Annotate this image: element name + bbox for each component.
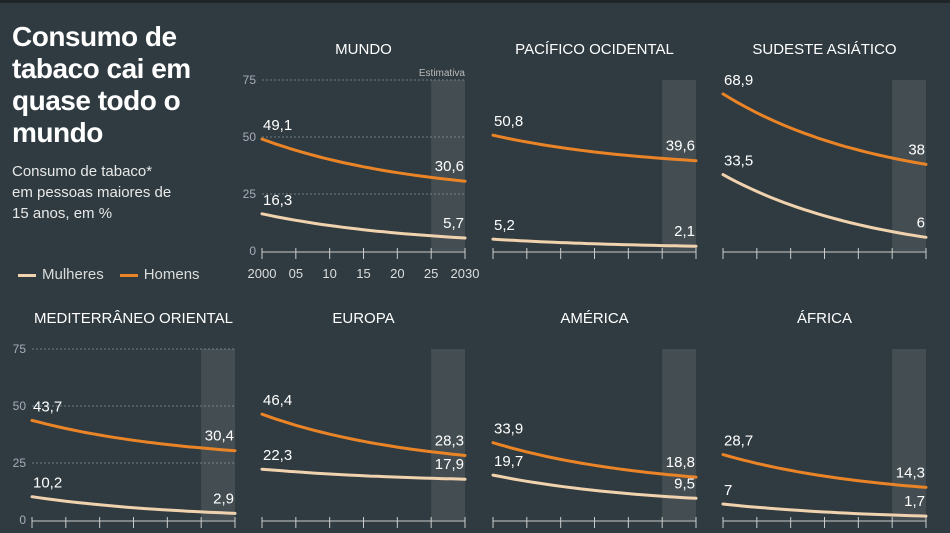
estimate-band <box>431 80 465 251</box>
data-label-start: 7 <box>724 482 732 499</box>
y-tick-label: 0 <box>19 513 26 527</box>
panel-title: SUDESTE ASIÁTICO <box>752 41 896 58</box>
y-tick-label: 50 <box>243 130 257 144</box>
data-label-start: 68,9 <box>724 72 753 89</box>
estimate-band <box>201 349 235 520</box>
x-tick-label: 10 <box>322 266 336 281</box>
legend-women-swatch <box>18 273 36 277</box>
x-tick-label: 25 <box>424 266 438 281</box>
panel-title: MUNDO <box>335 41 392 58</box>
subtitle: Consumo de tabaco* em pessoas maiores de… <box>12 163 172 222</box>
line-men <box>260 412 467 457</box>
data-label-end: 9,5 <box>674 475 695 492</box>
line-men <box>721 453 928 489</box>
data-label-end: 30,6 <box>435 158 464 175</box>
data-label-start: 16,3 <box>263 192 292 209</box>
estimate-band <box>892 349 926 520</box>
line-men <box>260 137 467 183</box>
line-women <box>491 237 698 248</box>
data-label-end: 5,7 <box>443 215 464 232</box>
page-title: Consumo de tabaco cai em quase todo o mu… <box>12 21 191 148</box>
x-tick-label: 2030 <box>451 266 480 281</box>
line-men <box>491 133 698 163</box>
legend-men-swatch <box>119 273 138 277</box>
estimate-label: Estimativa <box>419 68 466 79</box>
legend-men: Homens <box>119 266 200 283</box>
panel-title: EUROPA <box>332 310 394 327</box>
line-men <box>30 418 237 453</box>
y-tick-label: 0 <box>249 244 256 258</box>
x-tick-label: 05 <box>289 266 303 281</box>
legend: Mulheres Homens <box>18 266 200 283</box>
charts: MUNDO Estimativa 0 25 50 75 2000 05 10 15 20 25 2030… <box>13 41 928 528</box>
line-women <box>260 467 467 481</box>
x-tick-label: 15 <box>356 266 370 281</box>
data-label-start: 50,8 <box>494 113 523 130</box>
data-label-end: 18,8 <box>666 454 695 471</box>
data-label-end: 1,7 <box>904 493 925 510</box>
panel-title: AMÉRICA <box>560 310 628 327</box>
y-tick-label: 50 <box>13 399 27 413</box>
line-women <box>721 173 928 239</box>
data-label-start: 22,3 <box>263 447 292 464</box>
data-label-start: 10,2 <box>33 475 62 492</box>
data-label-start: 33,9 <box>494 421 523 438</box>
data-label-end: 38 <box>908 141 925 158</box>
data-label-start: 19,7 <box>494 453 523 470</box>
line-men <box>491 441 698 479</box>
data-label-end: 6 <box>917 214 925 231</box>
data-label-start: 43,7 <box>33 398 62 415</box>
x-tick-label: 20 <box>390 266 404 281</box>
estimate-band <box>892 80 926 251</box>
legend-men-label: Homens <box>143 266 200 283</box>
data-label-end: 17,9 <box>435 456 464 473</box>
y-tick-label: 25 <box>243 187 257 201</box>
data-label-end: 2,1 <box>674 223 695 240</box>
data-label-end: 39,6 <box>666 138 695 155</box>
estimate-band <box>662 80 696 251</box>
data-label-start: 49,1 <box>263 117 292 134</box>
legend-women: Mulheres <box>18 266 104 283</box>
estimate-band <box>431 349 465 520</box>
data-label-end: 2,9 <box>213 490 234 507</box>
y-tick-label: 75 <box>243 73 257 87</box>
data-label-start: 33,5 <box>724 153 753 170</box>
x-tick-label: 2000 <box>248 266 277 281</box>
y-tick-label: 25 <box>13 456 27 470</box>
line-women <box>491 473 698 500</box>
estimate-band <box>662 349 696 520</box>
line-women <box>260 212 467 240</box>
panel-title: ÁFRICA <box>797 310 852 327</box>
data-label-start: 28,7 <box>724 433 753 450</box>
y-tick-label: 75 <box>13 342 27 356</box>
line-men <box>721 92 928 166</box>
data-label-end: 28,3 <box>435 432 464 449</box>
data-label-start: 5,2 <box>494 217 515 234</box>
panel-title: PACÍFICO OCIDENTAL <box>515 41 674 58</box>
line-women <box>30 495 237 515</box>
panel-title: MEDITERRÂNEO ORIENTAL <box>34 310 233 327</box>
data-label-start: 46,4 <box>263 392 292 409</box>
data-label-end: 30,4 <box>205 428 234 445</box>
legend-women-label: Mulheres <box>42 266 104 283</box>
line-women <box>721 502 928 518</box>
data-label-end: 14,3 <box>896 464 925 481</box>
